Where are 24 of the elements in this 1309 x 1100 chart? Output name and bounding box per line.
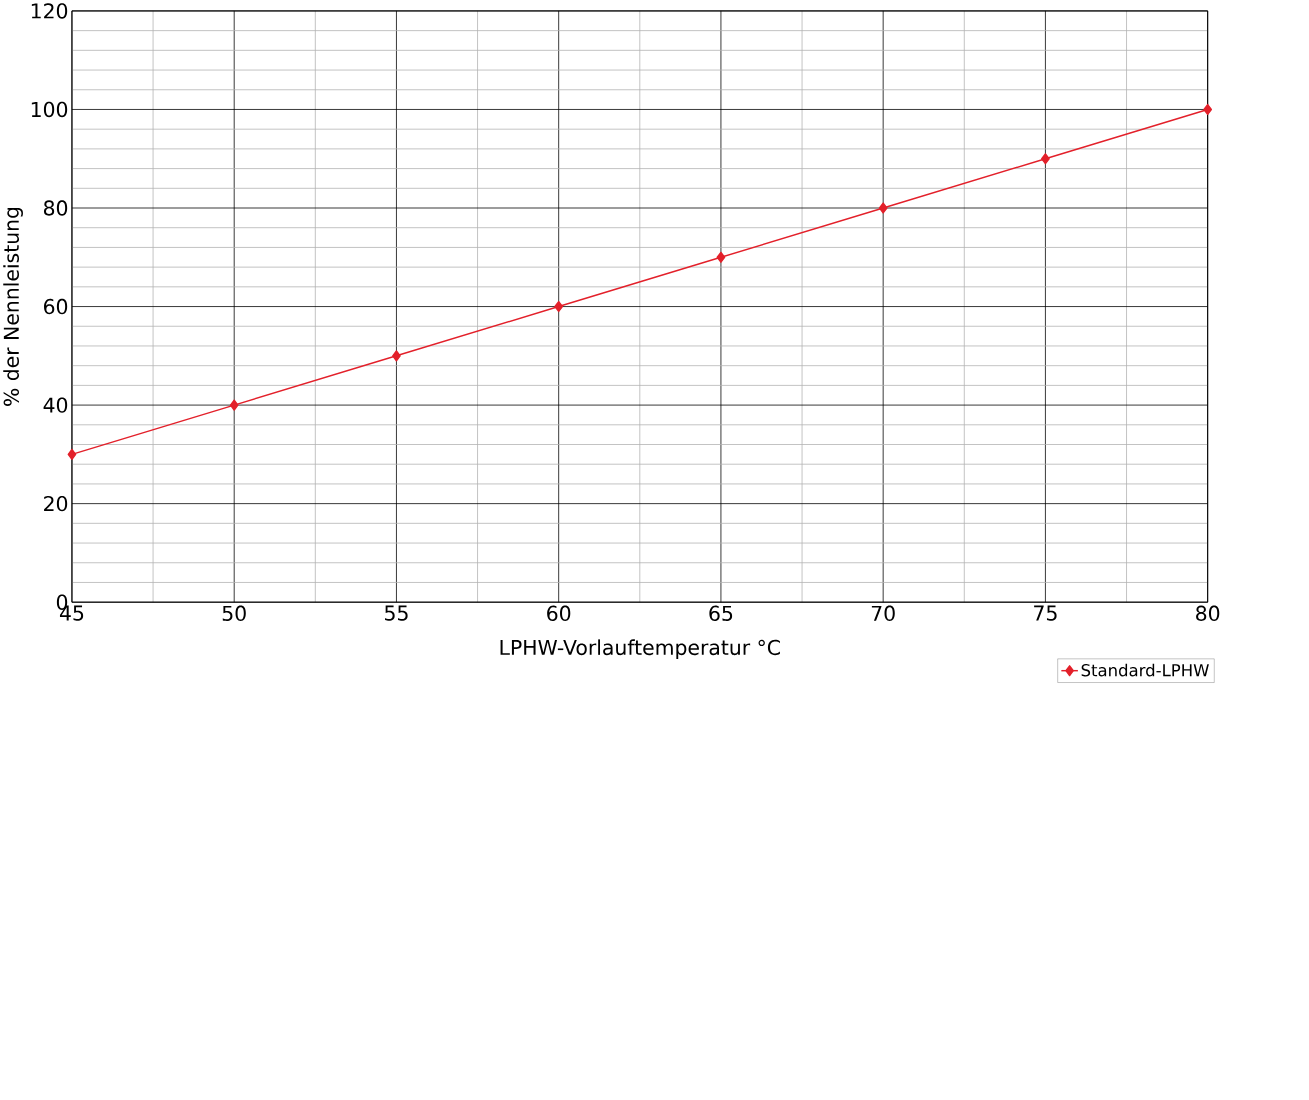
y-tick-label: 120 xyxy=(31,3,68,19)
x-tick-label: 80 xyxy=(1196,605,1220,622)
point xyxy=(67,448,77,461)
y-tick-label: 100 xyxy=(31,101,68,118)
x-tick-label: 60 xyxy=(547,605,571,622)
point xyxy=(878,202,888,214)
y-tick-label: 20 xyxy=(44,496,68,512)
y-axis-title: % der Nennleistung xyxy=(3,208,23,407)
point xyxy=(1203,103,1213,116)
point xyxy=(1041,153,1050,165)
x-axis-title: LPHW-Vorlauftemperatur °C xyxy=(500,639,780,660)
legend-label: Standard-LPHW xyxy=(1081,663,1209,677)
x-tick-label: 65 xyxy=(709,605,733,622)
x-tick-label: 50 xyxy=(222,605,246,622)
point xyxy=(229,399,239,411)
x-tick-label: 55 xyxy=(385,605,408,621)
x-tick-label: 75 xyxy=(1034,605,1057,621)
point xyxy=(554,301,564,313)
point xyxy=(716,251,726,263)
x-tick-label: 70 xyxy=(871,605,895,622)
point xyxy=(392,350,401,362)
y-tick-label: 40 xyxy=(43,397,68,413)
y-tick-label: 60 xyxy=(44,298,68,315)
y-tick-label: 80 xyxy=(43,200,68,216)
